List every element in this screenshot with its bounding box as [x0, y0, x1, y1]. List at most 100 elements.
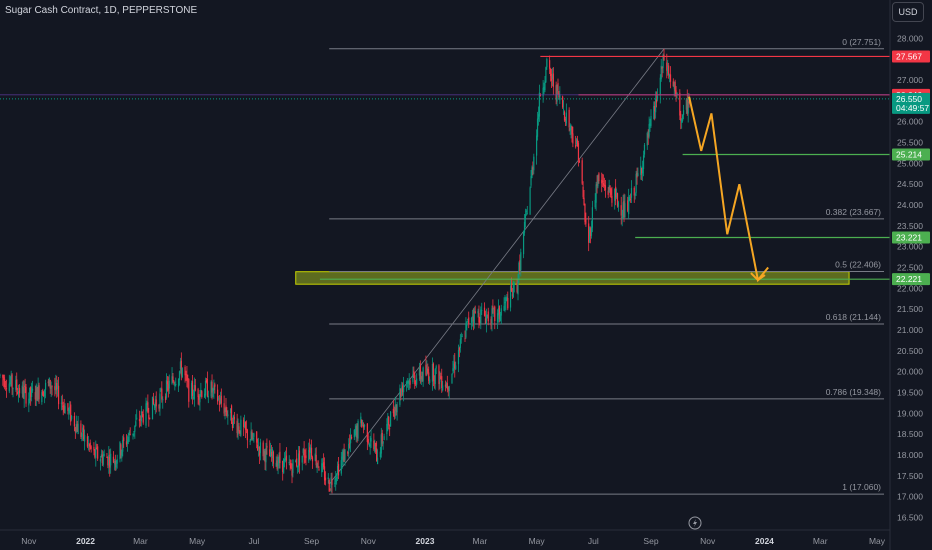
- candle-body: [544, 80, 546, 91]
- candle-body: [557, 82, 559, 91]
- support-zone-rect: [295, 271, 850, 285]
- lightning-icon[interactable]: [688, 516, 702, 530]
- candle-body: [245, 428, 248, 430]
- candle-body: [550, 74, 553, 81]
- candle-body: [90, 446, 92, 449]
- candle-body: [616, 193, 619, 207]
- candle-body: [201, 391, 203, 398]
- candle-body: [519, 260, 521, 272]
- candle-body: [134, 425, 136, 432]
- price-tick-label: 17.000: [897, 492, 923, 502]
- fib-level-label: 0 (27.751): [842, 37, 881, 47]
- candle-body: [48, 378, 50, 386]
- projection-path[interactable]: [688, 96, 769, 283]
- current-price-tag-bg: [892, 92, 930, 114]
- candle-body: [571, 126, 573, 135]
- candle-body: [666, 62, 668, 71]
- price-axis[interactable]: 16.500 17.000 17.500 18.000 18.500 19.000 19.5…: [889, 0, 923, 550]
- candle-body: [31, 389, 34, 391]
- candle-body: [76, 424, 78, 432]
- candle-body: [481, 310, 483, 311]
- candle-body: [87, 443, 89, 445]
- candle-body: [602, 183, 605, 186]
- candle-body: [668, 65, 670, 76]
- candle-body: [17, 392, 19, 394]
- price-tick-label: 25.000: [897, 158, 923, 168]
- candle-body: [349, 442, 351, 444]
- candle-body: [630, 188, 633, 198]
- candle-body: [69, 406, 71, 411]
- candle-body: [49, 380, 51, 389]
- candle-body: [414, 375, 416, 385]
- candle-body: [549, 68, 552, 77]
- candle-body: [3, 377, 5, 381]
- candle-body: [396, 404, 398, 413]
- candle-body: [507, 297, 509, 309]
- candle-body: [460, 338, 462, 340]
- candle-body: [589, 228, 592, 237]
- candle-body: [356, 425, 358, 438]
- candle-body: [363, 425, 365, 428]
- candle-body: [263, 450, 265, 454]
- candle-body: [285, 455, 288, 461]
- candle-body: [101, 454, 103, 464]
- trend-line[interactable]: [328, 48, 665, 485]
- candle-body: [336, 477, 338, 479]
- candle-body: [484, 318, 487, 324]
- candle-body: [610, 189, 612, 195]
- candle-body: [187, 381, 189, 383]
- candle-body: [660, 65, 662, 80]
- candle-body: [415, 383, 417, 385]
- candle-body: [206, 379, 208, 397]
- candle-body: [61, 402, 63, 404]
- price-tick-label: 26.000: [897, 117, 923, 127]
- candle-body: [193, 384, 195, 400]
- candle-body: [536, 135, 538, 156]
- candle-body: [452, 368, 454, 371]
- candle-body: [205, 379, 208, 383]
- candle-body: [516, 282, 518, 292]
- candle-body: [355, 426, 357, 436]
- support-zone: [295, 271, 850, 285]
- currency-button[interactable]: USD: [892, 2, 924, 22]
- fib-level-label: 0.5 (22.406): [835, 259, 881, 269]
- candle-body: [505, 297, 507, 302]
- candle-body: [376, 457, 379, 465]
- candle-body: [132, 433, 134, 436]
- candle-body: [473, 308, 475, 324]
- candle-body: [284, 457, 287, 461]
- candle-body: [179, 361, 182, 370]
- candle-body: [570, 125, 572, 131]
- candle-body: [44, 382, 47, 390]
- candle-body: [278, 454, 280, 464]
- price-tick-label: 18.000: [897, 450, 923, 460]
- candle-body: [269, 449, 271, 457]
- candle-body: [165, 380, 168, 398]
- candle-body: [80, 423, 82, 437]
- candle-body: [381, 432, 383, 444]
- candle-body: [477, 311, 479, 314]
- candle-body: [609, 185, 611, 191]
- candle-body: [392, 408, 394, 414]
- candle-body: [483, 307, 486, 316]
- candle-body: [109, 456, 111, 468]
- candle-body: [426, 368, 428, 374]
- time-tick-label: 2023: [416, 536, 435, 546]
- candle-body: [75, 423, 77, 433]
- candle-body: [354, 432, 356, 433]
- time-axis[interactable]: Nov 2022 Mar May Jul Sep Nov 2023 Mar May Jul Sep No…: [0, 529, 890, 546]
- price-tick-label: 21.000: [897, 325, 923, 335]
- horizontal-levels[interactable]: [0, 55, 890, 280]
- candle-body: [682, 114, 684, 122]
- candle-body: [584, 203, 586, 222]
- candle-body: [576, 139, 579, 147]
- candle-body: [635, 174, 637, 193]
- candle-body: [564, 118, 567, 121]
- candle-body: [303, 449, 305, 458]
- candle-body: [590, 227, 593, 236]
- level-tag: 25.214: [896, 149, 922, 159]
- candle-body: [272, 451, 275, 464]
- fibonacci-retracement[interactable]: 0 (27.751) 0.382 (23.667) 0.5 (22.406) 0.61…: [329, 37, 885, 495]
- candle-body: [583, 197, 585, 206]
